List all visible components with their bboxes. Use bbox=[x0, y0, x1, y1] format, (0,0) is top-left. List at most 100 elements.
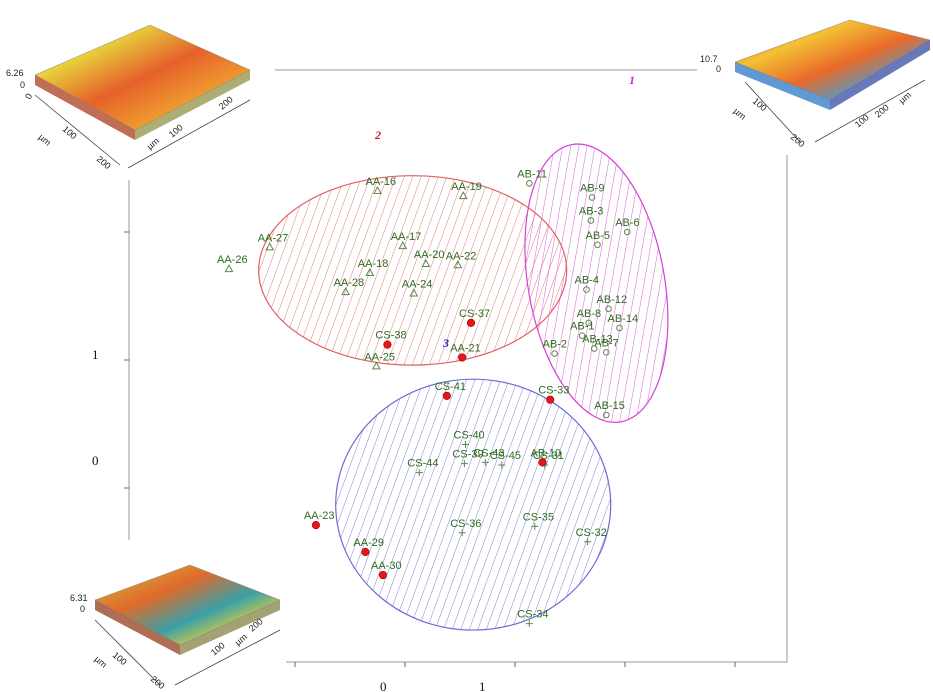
inset-top-left-tick-0: 0 bbox=[23, 92, 34, 101]
point-cs-38 bbox=[383, 340, 392, 349]
point-label-ab-7: AB-7 bbox=[594, 337, 618, 349]
point-aa-22 bbox=[453, 260, 463, 269]
point-label-aa-28: AA-28 bbox=[334, 277, 365, 289]
point-ab-6 bbox=[623, 228, 631, 236]
point-cs-33 bbox=[546, 395, 555, 404]
y-tick-label-0: 0 bbox=[92, 453, 99, 468]
point-ab-11 bbox=[526, 180, 533, 187]
point-aa-26 bbox=[224, 264, 234, 273]
point-label-aa-27: AA-27 bbox=[258, 232, 289, 244]
point-aa-17 bbox=[398, 241, 408, 250]
plot-frame bbox=[128, 69, 788, 663]
point-label-aa-29: AA-29 bbox=[353, 537, 384, 549]
point-label-aa-16: AA-16 bbox=[366, 176, 397, 188]
point-aa-23 bbox=[311, 521, 321, 530]
point-label-cs-35: CS-35 bbox=[523, 511, 554, 523]
point-label-aa-20: AA-20 bbox=[414, 249, 445, 261]
point-aa-25 bbox=[371, 361, 381, 370]
x-tick-label-1: 1 bbox=[479, 679, 486, 692]
inset-top-right: 10.7 0 100 µm 200 100 200 µm bbox=[697, 5, 933, 155]
point-cs-39 bbox=[460, 460, 468, 468]
point-label-ab-5: AB-5 bbox=[586, 230, 610, 242]
point-cs-45 bbox=[498, 461, 506, 469]
point-label-aa-22: AA-22 bbox=[446, 250, 477, 262]
point-label-ab-6: AB-6 bbox=[615, 217, 639, 229]
point-ab-2 bbox=[551, 350, 558, 357]
point-label-aa-26: AA-26 bbox=[217, 254, 248, 266]
group-label-3: 3 bbox=[442, 336, 449, 350]
point-cs-41 bbox=[442, 391, 451, 400]
point-aa-19 bbox=[458, 191, 468, 200]
point-label-ab-2: AB-2 bbox=[543, 339, 567, 351]
point-ab-5 bbox=[594, 241, 601, 249]
x-axis-ticks bbox=[294, 662, 736, 667]
point-label-ab-11: AB-11 bbox=[517, 168, 547, 180]
inset-bottom-left: 6.31 0 100 µm 200 100 µm 200 bbox=[58, 540, 286, 692]
point-ab-10 bbox=[538, 458, 547, 467]
point-aa-28 bbox=[341, 287, 351, 296]
point-label-cs-32: CS-32 bbox=[576, 527, 607, 539]
point-label-cs-39: CS-39 bbox=[452, 449, 483, 461]
point-label-ab-14: AB-14 bbox=[608, 313, 639, 325]
point-label-aa-19: AA-19 bbox=[451, 181, 482, 193]
point-label-ab-8: AB-8 bbox=[577, 308, 601, 320]
point-ab-12 bbox=[605, 305, 612, 313]
point-label-ab-15: AB-15 bbox=[594, 400, 625, 412]
point-aa-20 bbox=[421, 258, 431, 267]
point-label-aa-24: AA-24 bbox=[402, 278, 433, 290]
group-ellipses bbox=[258, 143, 669, 631]
point-label-cs-43: CS-43 bbox=[473, 447, 504, 459]
point-label-cs-33: CS-33 bbox=[538, 385, 569, 397]
point-label-ab-13: AB-13 bbox=[582, 333, 613, 345]
y-tick-label-1: 1 bbox=[92, 347, 99, 362]
point-cs-44 bbox=[415, 469, 423, 477]
inset-top-left: 6.26 0 0 100 µm 200 100 µm 200 bbox=[0, 0, 275, 180]
point-cs-37 bbox=[466, 318, 476, 327]
point-label-ab-10: AB-10 bbox=[531, 447, 562, 459]
y-axis-ticks bbox=[124, 231, 129, 489]
point-label-aa-30: AA-30 bbox=[371, 560, 402, 572]
inset-top-right-origin: 0 bbox=[716, 64, 721, 74]
inset-bottom-left-origin: 0 bbox=[80, 604, 85, 614]
point-label-aa-25: AA-25 bbox=[364, 351, 395, 363]
point-label-ab-9: AB-9 bbox=[580, 182, 604, 194]
group-ellipse-2 bbox=[258, 175, 568, 366]
group-label-1: 1 bbox=[629, 73, 635, 87]
point-label-ab-3: AB-3 bbox=[579, 205, 603, 217]
point-aa-29 bbox=[361, 547, 370, 557]
point-cs-34 bbox=[525, 620, 533, 628]
point-label-cs-44: CS-44 bbox=[407, 458, 438, 470]
inset-top-left-z: 6.26 bbox=[6, 68, 24, 78]
point-label-cs-38: CS-38 bbox=[375, 330, 406, 342]
point-label-cs-41: CS-41 bbox=[435, 381, 466, 393]
point-aa-18 bbox=[365, 267, 375, 276]
point-label-cs-40: CS-40 bbox=[454, 429, 485, 441]
point-ab-8 bbox=[585, 319, 593, 327]
point-label-ab-4: AB-4 bbox=[575, 275, 599, 287]
point-ab-3 bbox=[587, 217, 595, 224]
point-ab-1 bbox=[578, 332, 586, 339]
point-ab-7 bbox=[603, 349, 610, 356]
point-cs-43 bbox=[481, 458, 489, 466]
point-label-cs-34: CS-34 bbox=[517, 609, 548, 621]
point-ab-4 bbox=[583, 286, 590, 293]
point-ab-14 bbox=[616, 324, 623, 332]
point-cs-36 bbox=[458, 529, 466, 537]
inset-bottom-left-z: 6.31 bbox=[70, 593, 88, 603]
point-label-aa-17: AA-17 bbox=[391, 231, 422, 243]
point-aa-21 bbox=[458, 353, 467, 362]
point-label-ab-12: AB-12 bbox=[597, 294, 628, 306]
point-label-cs-37: CS-37 bbox=[459, 308, 490, 320]
point-aa-30 bbox=[378, 570, 388, 580]
point-aa-24 bbox=[409, 288, 419, 297]
point-ab-13 bbox=[590, 345, 598, 352]
point-ab-15 bbox=[603, 411, 610, 419]
point-aa-16 bbox=[373, 186, 382, 195]
point-label-cs-36: CS-36 bbox=[450, 518, 481, 530]
point-label-aa-21: AA-21 bbox=[450, 342, 481, 354]
inset-top-right-z: 10.7 bbox=[700, 54, 718, 64]
point-ab-9 bbox=[588, 194, 596, 201]
point-label-cs-45: CS-45 bbox=[490, 450, 521, 462]
group-label-2: 2 bbox=[374, 128, 381, 142]
